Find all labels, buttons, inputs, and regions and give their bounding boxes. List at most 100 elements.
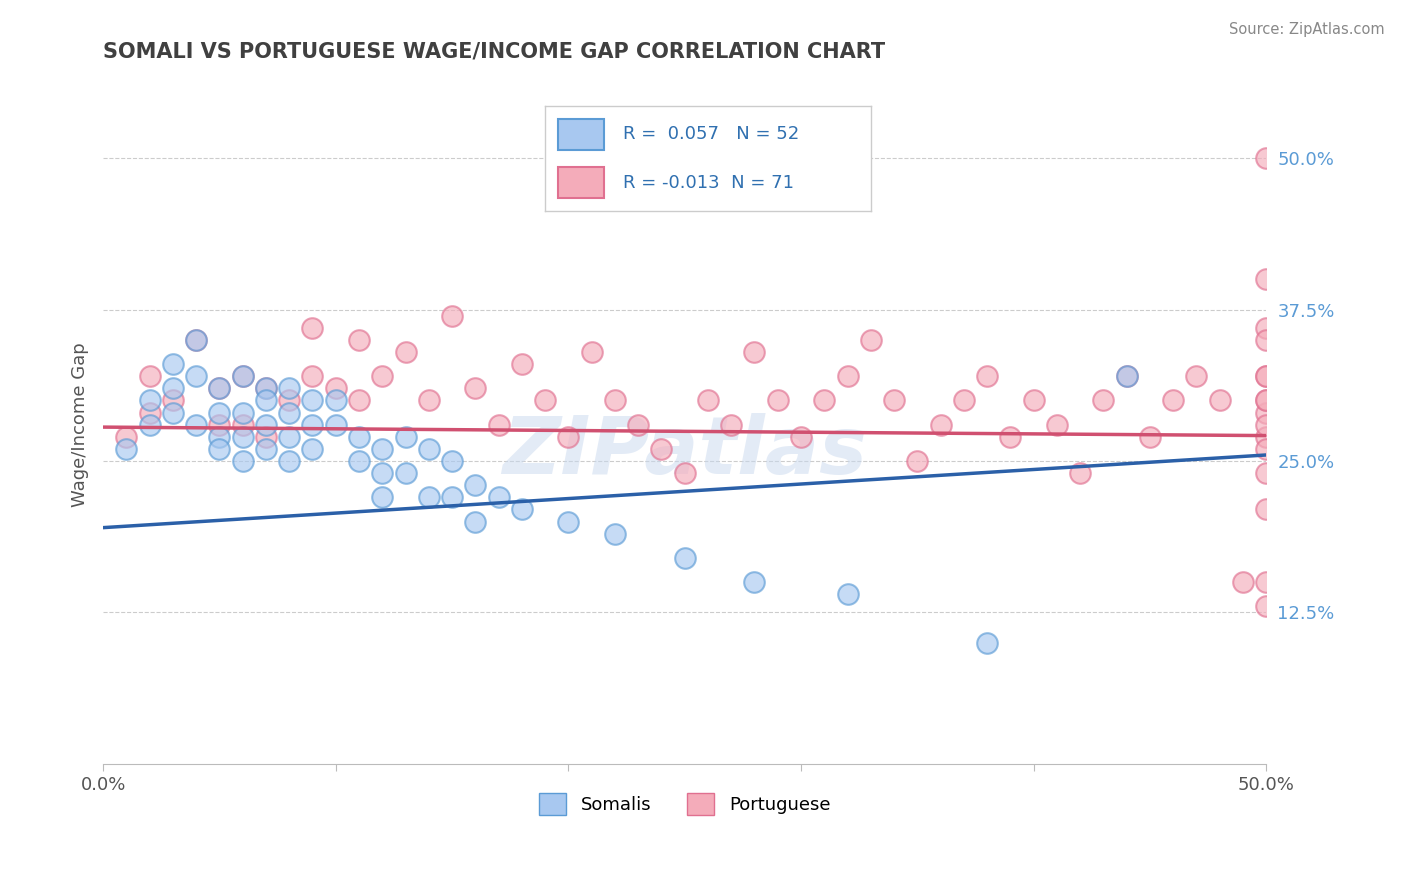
Point: [1000, 430, 1022, 444]
Point: [254, 381, 277, 395]
Point: [254, 381, 277, 395]
Point: [1256, 417, 1278, 432]
Point: [1115, 369, 1137, 384]
Point: [232, 430, 254, 444]
Point: [418, 491, 440, 505]
Point: [464, 478, 486, 492]
Point: [603, 526, 626, 541]
Point: [394, 466, 416, 480]
Point: [371, 466, 394, 480]
Point: [441, 309, 464, 323]
Point: [1256, 272, 1278, 286]
Point: [1256, 442, 1278, 456]
Point: [953, 393, 976, 408]
Point: [441, 491, 464, 505]
Point: [673, 466, 696, 480]
Point: [859, 333, 882, 347]
Point: [371, 369, 394, 384]
Point: [394, 345, 416, 359]
Point: [115, 430, 138, 444]
Text: ZIPatlas: ZIPatlas: [502, 413, 868, 491]
Point: [232, 406, 254, 420]
Point: [1256, 369, 1278, 384]
Point: [581, 345, 603, 359]
Point: [790, 430, 813, 444]
Point: [510, 502, 533, 516]
Point: [813, 393, 835, 408]
Point: [301, 417, 323, 432]
Point: [1161, 393, 1184, 408]
Point: [394, 430, 416, 444]
Point: [1256, 502, 1278, 516]
Point: [557, 515, 579, 529]
Point: [232, 417, 254, 432]
Point: [1256, 320, 1278, 334]
Point: [441, 454, 464, 468]
Point: [650, 442, 672, 456]
Point: [744, 575, 766, 590]
Point: [254, 430, 277, 444]
Point: [325, 393, 347, 408]
Point: [301, 369, 323, 384]
Text: Source: ZipAtlas.com: Source: ZipAtlas.com: [1229, 22, 1385, 37]
Point: [1115, 369, 1137, 384]
Point: [301, 393, 323, 408]
Point: [510, 357, 533, 371]
Point: [1209, 393, 1232, 408]
Point: [186, 333, 208, 347]
Point: [720, 417, 742, 432]
Point: [301, 320, 323, 334]
Point: [254, 393, 277, 408]
Point: [1256, 406, 1278, 420]
Point: [1046, 417, 1069, 432]
Point: [464, 515, 486, 529]
Point: [278, 406, 301, 420]
Point: [697, 393, 720, 408]
Point: [208, 406, 231, 420]
Point: [347, 454, 370, 468]
Point: [1256, 151, 1278, 165]
Point: [603, 393, 626, 408]
Point: [278, 381, 301, 395]
Point: [162, 381, 184, 395]
Point: [929, 417, 952, 432]
Point: [208, 417, 231, 432]
Point: [1256, 466, 1278, 480]
Point: [1256, 369, 1278, 384]
Point: [534, 393, 557, 408]
Point: [557, 430, 579, 444]
Point: [488, 491, 510, 505]
Point: [1092, 393, 1115, 408]
Text: SOMALI VS PORTUGUESE WAGE/INCOME GAP CORRELATION CHART: SOMALI VS PORTUGUESE WAGE/INCOME GAP COR…: [103, 42, 886, 62]
Point: [905, 454, 928, 468]
Point: [347, 393, 370, 408]
Point: [1256, 575, 1278, 590]
Point: [254, 417, 277, 432]
Point: [627, 417, 650, 432]
Point: [1256, 393, 1278, 408]
Point: [976, 636, 998, 650]
Point: [1139, 430, 1161, 444]
Point: [1185, 369, 1208, 384]
Point: [1256, 599, 1278, 614]
Point: [325, 417, 347, 432]
Point: [371, 491, 394, 505]
Point: [371, 442, 394, 456]
Y-axis label: Wage/Income Gap: Wage/Income Gap: [72, 343, 89, 507]
Point: [186, 369, 208, 384]
Point: [1022, 393, 1045, 408]
Point: [115, 442, 138, 456]
Point: [278, 393, 301, 408]
Point: [208, 381, 231, 395]
Point: [418, 442, 440, 456]
Point: [837, 587, 859, 601]
Point: [883, 393, 905, 408]
Point: [325, 381, 347, 395]
Point: [138, 369, 160, 384]
Point: [186, 417, 208, 432]
Point: [744, 345, 766, 359]
Point: [254, 442, 277, 456]
Point: [208, 442, 231, 456]
Point: [837, 369, 859, 384]
Point: [673, 550, 696, 565]
